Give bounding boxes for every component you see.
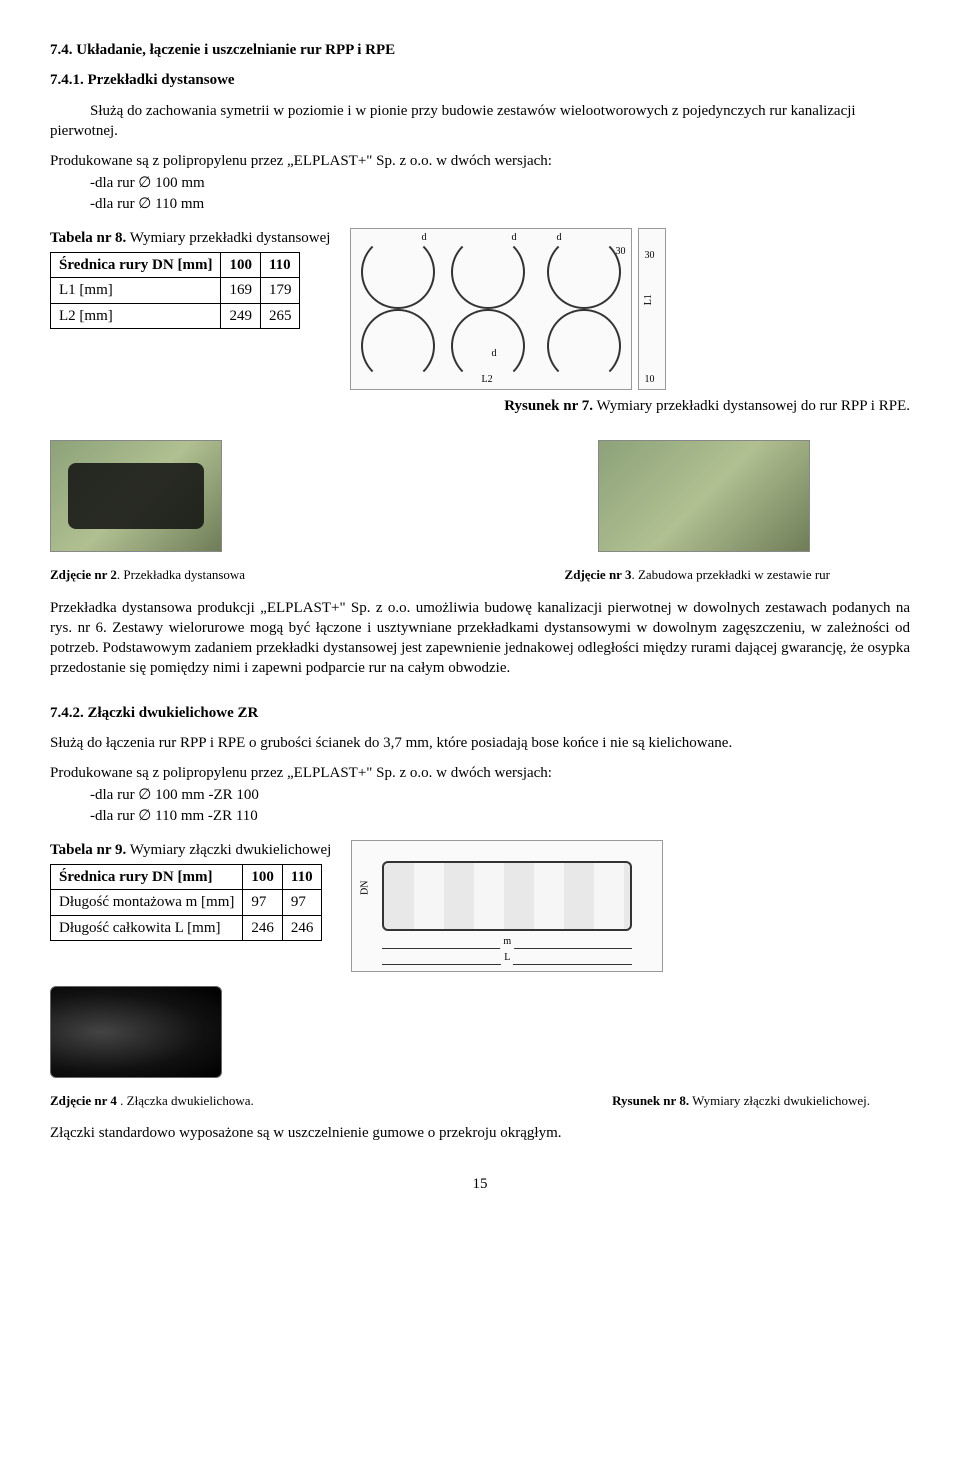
photo-4 bbox=[50, 986, 222, 1078]
dim-label: 10 bbox=[644, 373, 654, 387]
table-cell: Średnica rury DN [mm] bbox=[51, 865, 243, 890]
caption-label: Tabela nr 8. bbox=[50, 230, 126, 246]
list-item: -dla rur ∅ 100 mm bbox=[50, 173, 910, 193]
dim-label: L bbox=[501, 951, 513, 965]
page-number: 15 bbox=[50, 1174, 910, 1194]
table-cell: Długość montażowa m [mm] bbox=[51, 890, 243, 915]
paragraph: Służą do łączenia rur RPP i RPE o gruboś… bbox=[50, 733, 910, 753]
table-cell: 265 bbox=[260, 303, 300, 328]
table-row: Średnica rury DN [mm] 100 110 bbox=[51, 253, 300, 278]
photo-2-caption: Zdjęcie nr 2. Przekładka dystansowa bbox=[50, 566, 245, 584]
table-cell: L2 [mm] bbox=[51, 303, 221, 328]
table-row: L2 [mm] 249 265 bbox=[51, 303, 300, 328]
caption-label: Zdjęcie nr 4 bbox=[50, 1093, 120, 1108]
table-cell: 100 bbox=[221, 253, 261, 278]
figure-8-caption: Rysunek nr 8. Wymiary złączki dwukielich… bbox=[612, 1092, 870, 1110]
table-9-caption: Tabela nr 9. Wymiary złączki dwukielicho… bbox=[50, 840, 331, 860]
caption-label: Zdjęcie nr 3 bbox=[565, 567, 632, 582]
heading-7-4-1: 7.4.1. Przekładki dystansowe bbox=[50, 70, 910, 90]
dim-label: d bbox=[491, 347, 496, 361]
dim-label: L2 bbox=[481, 373, 492, 387]
caption-text: . Złączka dwukielichowa. bbox=[120, 1093, 254, 1108]
heading-7-4-2: 7.4.2. Złączki dwukielichowe ZR bbox=[50, 703, 910, 723]
photo-2 bbox=[50, 440, 222, 552]
table-cell: 249 bbox=[221, 303, 261, 328]
list-item: -dla rur ∅ 110 mm bbox=[50, 194, 910, 214]
table-cell: 97 bbox=[282, 890, 322, 915]
caption-text: Wymiary złączki dwukielichowej bbox=[126, 842, 331, 858]
table-row: Długość całkowita L [mm] 246 246 bbox=[51, 915, 322, 940]
heading-7-4: 7.4. Układanie, łączenie i uszczelnianie… bbox=[50, 40, 910, 60]
caption-text: Wymiary przekładki dystansowej do rur RP… bbox=[593, 398, 910, 414]
figure-7-caption: Rysunek nr 7. Wymiary przekładki dystans… bbox=[50, 396, 910, 416]
list-item: -dla rur ∅ 100 mm -ZR 100 bbox=[50, 785, 910, 805]
table-cell: Długość całkowita L [mm] bbox=[51, 915, 243, 940]
table-cell: 97 bbox=[243, 890, 283, 915]
dim-label: d bbox=[511, 231, 516, 245]
figure-7-diagram: d d d 30 d L2 L1 30 10 bbox=[350, 228, 666, 390]
table-cell: 110 bbox=[282, 865, 322, 890]
table-cell: 110 bbox=[260, 253, 300, 278]
dim-label: DN bbox=[359, 880, 373, 894]
table-row: L1 [mm] 169 179 bbox=[51, 278, 300, 303]
dim-label: L1 bbox=[642, 294, 656, 305]
photo-3-caption: Zdjęcie nr 3. Zabudowa przekładki w zest… bbox=[565, 566, 830, 584]
table-cell: 246 bbox=[243, 915, 283, 940]
table-row: Średnica rury DN [mm] 100 110 bbox=[51, 865, 322, 890]
table-row: Długość montażowa m [mm] 97 97 bbox=[51, 890, 322, 915]
dim-label: m bbox=[500, 935, 514, 949]
dim-label: 30 bbox=[615, 245, 625, 259]
caption-text: . Zabudowa przekładki w zestawie rur bbox=[631, 567, 830, 582]
caption-label: Tabela nr 9. bbox=[50, 842, 126, 858]
table-9: Średnica rury DN [mm] 100 110 Długość mo… bbox=[50, 864, 322, 941]
paragraph: Służą do zachowania symetrii w poziomie … bbox=[50, 101, 910, 142]
table-cell: L1 [mm] bbox=[51, 278, 221, 303]
dim-label: 30 bbox=[644, 249, 654, 263]
caption-label: Zdjęcie nr 2 bbox=[50, 567, 117, 582]
dim-label: d bbox=[556, 231, 561, 245]
table-cell: 100 bbox=[243, 865, 283, 890]
table-cell: 179 bbox=[260, 278, 300, 303]
caption-label: Rysunek nr 7. bbox=[504, 398, 593, 414]
caption-text: Wymiary złączki dwukielichowej. bbox=[689, 1093, 870, 1108]
table-8-caption: Tabela nr 8. Wymiary przekładki dystanso… bbox=[50, 228, 330, 248]
photo-4-caption: Zdjęcie nr 4 . Złączka dwukielichowa. bbox=[50, 1092, 254, 1110]
paragraph: Produkowane są z polipropylenu przez „EL… bbox=[50, 763, 910, 783]
photo-3 bbox=[598, 440, 810, 552]
paragraph: Złączki standardowo wyposażone są w uszc… bbox=[50, 1123, 910, 1143]
table-cell: Średnica rury DN [mm] bbox=[51, 253, 221, 278]
list-item: -dla rur ∅ 110 mm -ZR 110 bbox=[50, 806, 910, 826]
table-cell: 169 bbox=[221, 278, 261, 303]
table-cell: 246 bbox=[282, 915, 322, 940]
dim-label: d bbox=[421, 231, 426, 245]
caption-text: . Przekładka dystansowa bbox=[117, 567, 245, 582]
caption-text: Wymiary przekładki dystansowej bbox=[126, 230, 330, 246]
figure-8-diagram: DN m L bbox=[351, 840, 663, 972]
paragraph: Przekładka dystansowa produkcji „ELPLAST… bbox=[50, 598, 910, 679]
paragraph: Produkowane są z polipropylenu przez „EL… bbox=[50, 151, 910, 171]
caption-label: Rysunek nr 8. bbox=[612, 1093, 689, 1108]
table-8: Średnica rury DN [mm] 100 110 L1 [mm] 16… bbox=[50, 252, 300, 329]
